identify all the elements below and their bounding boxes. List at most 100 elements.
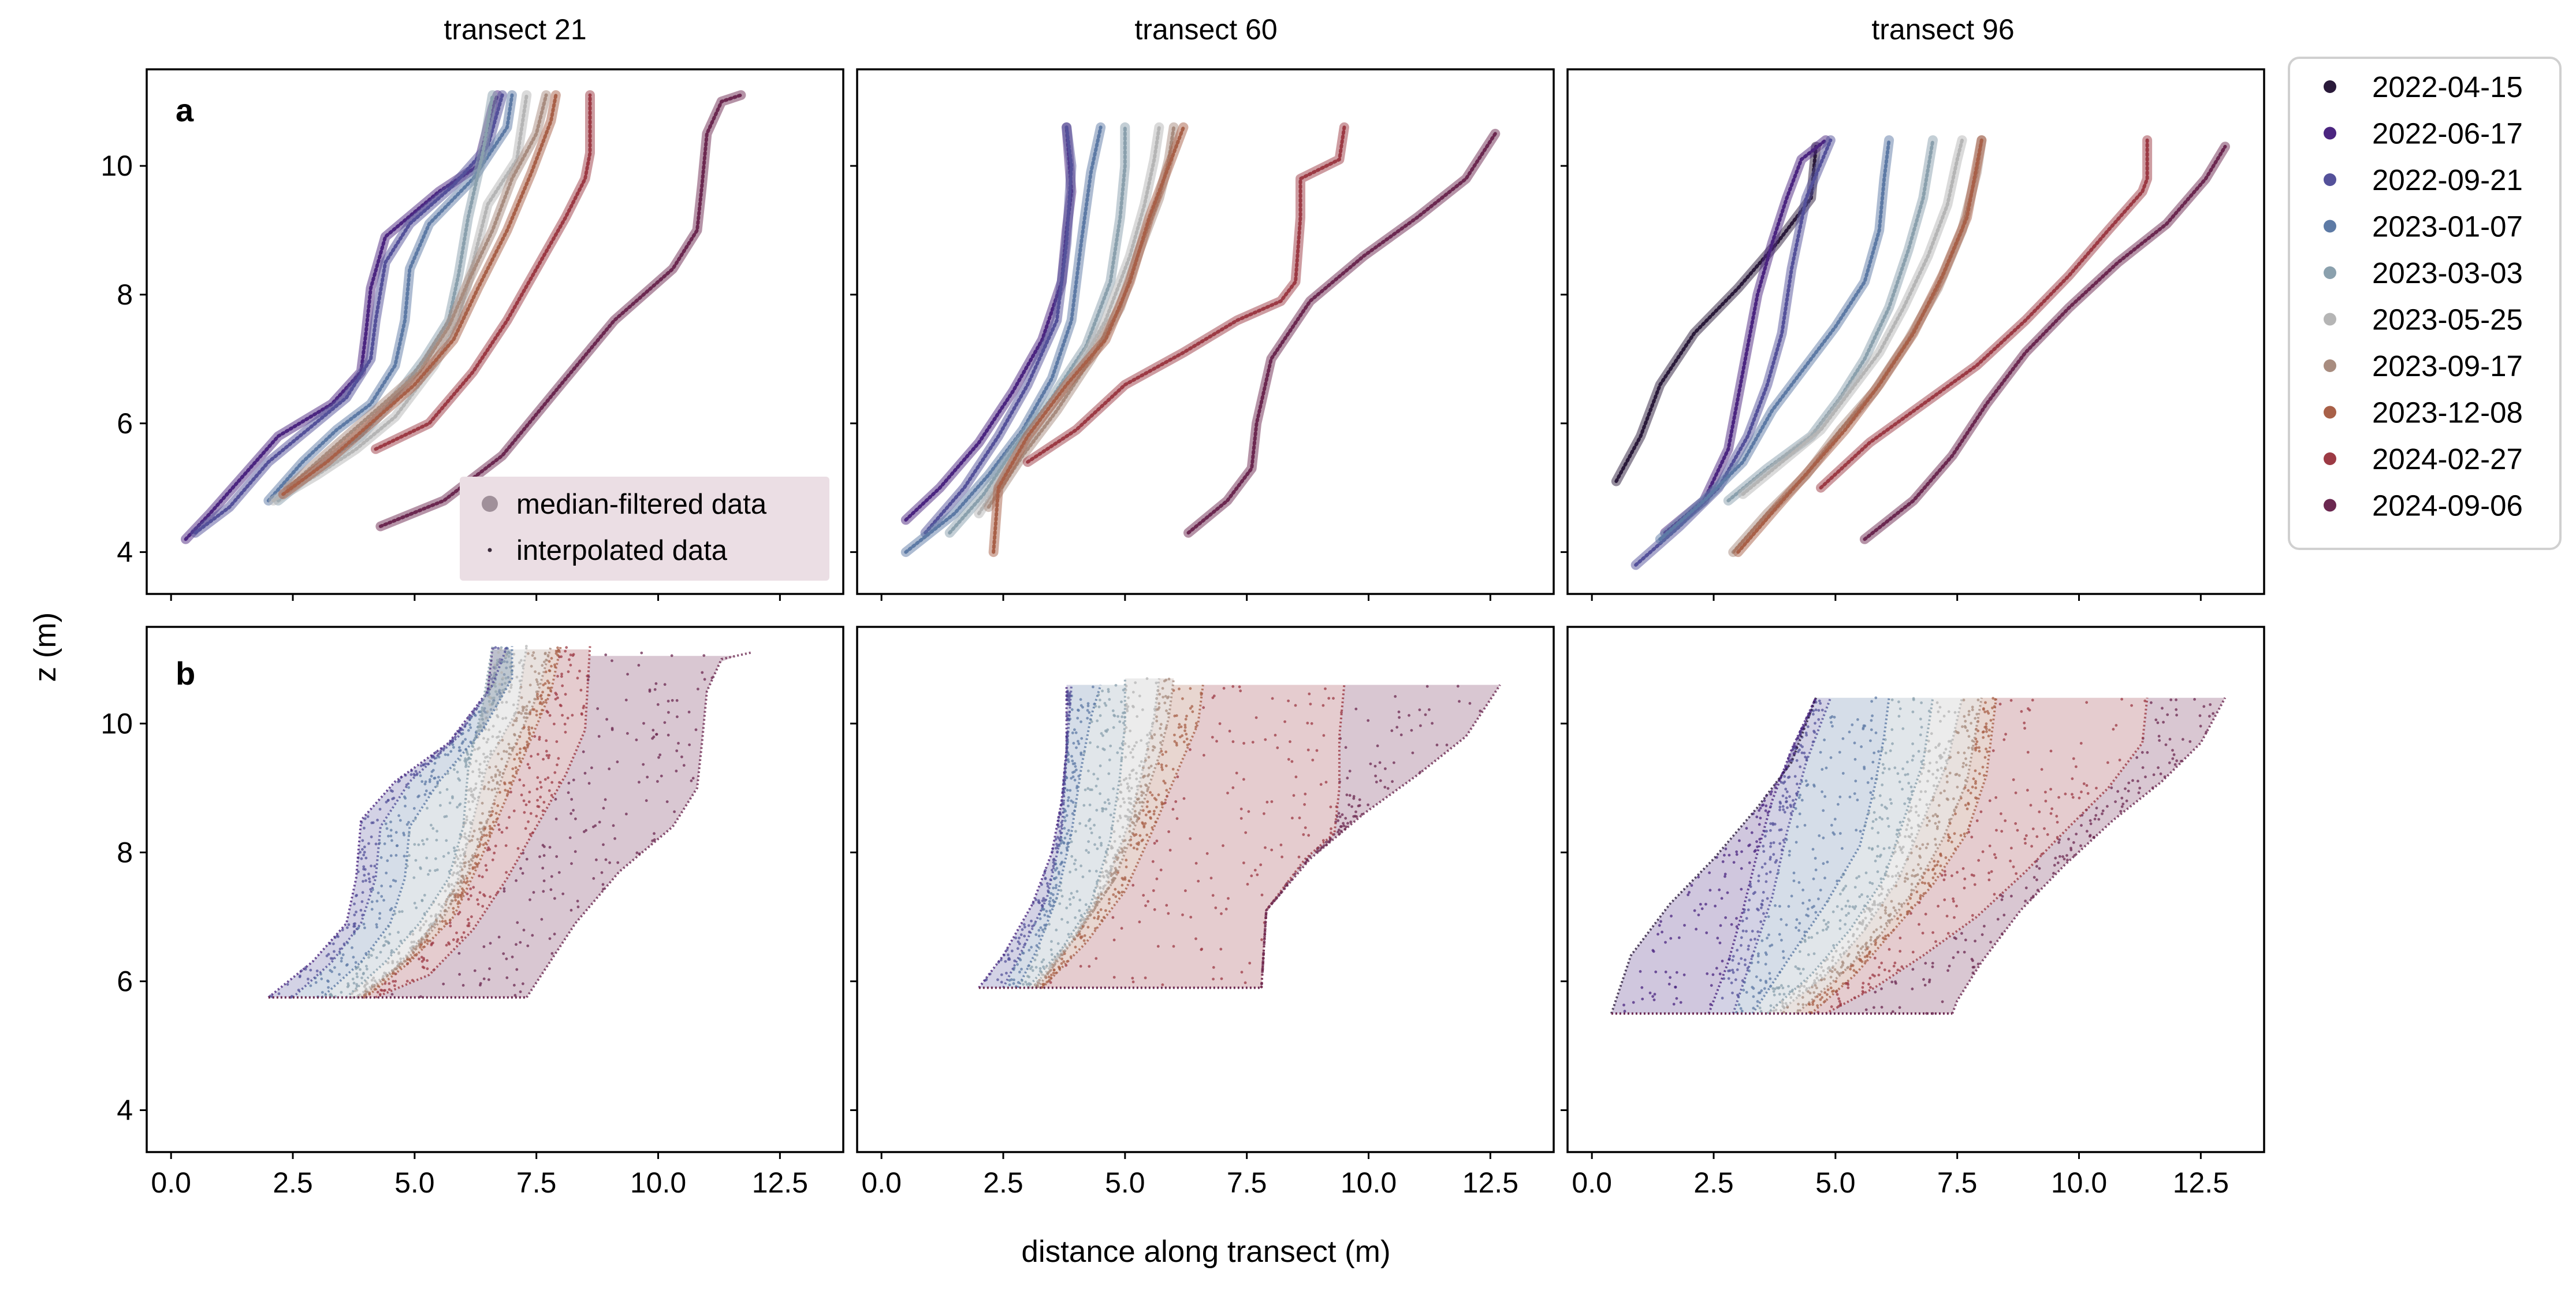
area-between-2023-09-17-and-2023-12-08: [1037, 685, 1203, 988]
profile-line-2022-06-17: [267, 646, 494, 998]
x-tick-label: 5.0: [1815, 1167, 1856, 1199]
panel-letter-b: b: [176, 655, 195, 692]
legend-label-2024-09-06: 2024-09-06: [2372, 489, 2523, 522]
panel-b-transect-21-marks: [267, 645, 751, 999]
x-tick-label: 2.5: [983, 1167, 1023, 1199]
panel-a-transect-60-marks: [900, 122, 1501, 558]
stipple-2024-02-27: [1816, 697, 2147, 1014]
stipple-2024-02-27: [1049, 685, 1343, 986]
y-tick-label: 8: [117, 278, 133, 311]
y-tick-label: 4: [117, 1094, 133, 1127]
area-between-2023-01-07-and-2023-03-03: [322, 649, 512, 998]
panel-b-transect-96: 0.0 2.5 5.0 7.5 10.0 12.5: [1561, 626, 2265, 1199]
legend-marker-2023-01-07: [2324, 220, 2336, 233]
profile-line-2023-03-03: [345, 646, 494, 998]
x-axis-title: distance along transect (m): [1021, 1235, 1390, 1269]
stipple-2023-01-07: [1735, 696, 1880, 1014]
interpolated-series-2024-02-27: [374, 93, 592, 451]
y-tick-label: 6: [117, 965, 133, 997]
x-tick-label: 12.5: [752, 1167, 808, 1199]
panel-letter-a: a: [176, 92, 194, 128]
legend-marker-2023-12-08: [2324, 406, 2336, 419]
x-tick-label: 7.5: [1227, 1167, 1267, 1199]
interpolated-marker: [487, 548, 492, 552]
plot-area: 4 6 8 10 4 6 8 10 0.0 2.5 5.0 7.5 10.0 12.5 0.0 2.5 5.0 7…: [100, 68, 2265, 1199]
interpolated-series-2023-01-07: [904, 125, 1103, 554]
area-between-2022-09-21-and-2023-01-07: [1733, 697, 1889, 1014]
legend-label-2022-09-21: 2022-09-21: [2372, 164, 2523, 196]
inset-legend: median-filtered data interpolated data: [460, 477, 829, 581]
legend-label-2023-09-17: 2023-09-17: [2372, 350, 2523, 382]
interpolated-series-2024-09-06: [1186, 132, 1497, 535]
legend-label-2022-04-15: 2022-04-15: [2372, 70, 2523, 103]
column-title-transect-60: transect 60: [1134, 13, 1277, 46]
panel-a-transect-60: [850, 68, 1555, 601]
area-between-2023-01-07-and-2023-03-03: [1752, 697, 1933, 1014]
area-between-2022-06-17-and-2022-09-21: [1708, 697, 1831, 1014]
interpolated-series-2024-02-27: [1819, 138, 2149, 490]
legend-label-2023-03-03: 2023-03-03: [2372, 257, 2523, 289]
interpolated-series-2024-09-06: [378, 93, 743, 528]
panel-a-transect-96-frame: [1566, 68, 2265, 595]
panel-b-transect-21: 4 6 8 10 0.0 2.5 5.0 7.5 10.0 12.5: [100, 626, 844, 1199]
area-between-2022-09-21-and-2023-01-07: [1003, 685, 1101, 988]
y-tick-label: 4: [117, 536, 133, 569]
panel-a-transect-21: 4 6 8 10: [100, 68, 844, 601]
panel-b-transect-21-frame: [146, 626, 844, 1153]
median-filtered-series-2024-02-27: [1816, 135, 2153, 493]
panel-a-transect-96: [1561, 68, 2265, 601]
stipple-2024-09-06: [1864, 698, 2215, 1015]
y-tick-label: 10: [100, 707, 133, 740]
interpolated-series-2023-01-07: [1658, 138, 1891, 541]
legend-marker-2023-05-25: [2324, 313, 2336, 326]
stipple-2023-09-17: [1782, 699, 1980, 1014]
profile-line-2022-09-21: [292, 645, 508, 998]
profile-line-2022-06-17: [978, 685, 1068, 989]
panel-b-transect-60-marks: [978, 677, 1501, 989]
legend-marker-2023-09-17: [2324, 359, 2336, 372]
profile-line-2024-09-06: [1951, 697, 2227, 1014]
x-tick-label: 7.5: [516, 1167, 557, 1199]
interpolated-series-2023-09-17: [286, 93, 548, 490]
interpolated-series-2022-09-21: [924, 125, 1074, 535]
legend-label-2024-02-27: 2024-02-27: [2372, 443, 2523, 476]
stipple-2023-03-03: [1758, 697, 1931, 1013]
legend-marker-2022-06-17: [2324, 127, 2336, 140]
area-between-2023-05-25-and-2023-09-17: [1777, 697, 1982, 1014]
profile-line-2023-01-07: [321, 646, 513, 998]
median-filtered-marker: [482, 496, 498, 512]
column-title-transect-96: transect 96: [1871, 13, 2014, 46]
legend-label-2023-12-08: 2023-12-08: [2372, 396, 2523, 429]
area-between-2023-12-08-and-2024-02-27: [1042, 685, 1345, 988]
interpolated-series-2022-06-17: [1663, 138, 1827, 535]
interpolated-series-2023-12-08: [1736, 138, 1983, 554]
x-tick-label: 12.5: [1462, 1167, 1518, 1199]
area-between-2022-04-15-and-2022-06-17: [1611, 697, 1816, 1014]
legend-marker-2024-09-06: [2324, 499, 2336, 512]
profile-line-2022-04-15: [1610, 697, 1817, 1014]
area-between-2023-03-03-and-2023-05-25: [1028, 678, 1159, 988]
median-filtered-series-2024-09-06: [375, 90, 746, 532]
y-tick-label: 10: [100, 150, 133, 182]
area-between-2023-03-03-and-2023-05-25: [1767, 697, 1963, 1014]
profile-line-2023-05-25: [1776, 697, 1964, 1015]
panel-a-transect-21-frame: [146, 68, 844, 595]
legend-marker-2024-02-27: [2324, 452, 2336, 465]
legend-label-2023-01-07: 2023-01-07: [2372, 210, 2523, 243]
x-tick-label: 2.5: [1693, 1167, 1734, 1199]
area-between-2023-01-07-and-2023-03-03: [1018, 685, 1125, 988]
y-axis-title: z (m): [28, 612, 62, 682]
profile-line-2023-09-17: [1796, 697, 1983, 1015]
legend-marker-2023-03-03: [2324, 266, 2336, 279]
stipple-2024-09-06: [390, 651, 714, 998]
panel-b-transect-96-frame: [1566, 626, 2265, 1153]
profile-line-2023-09-17: [360, 645, 552, 998]
stipple-2024-02-27: [376, 646, 589, 996]
panel-b-transect-96-marks: [1610, 696, 2227, 1015]
x-tick-label: 0.0: [861, 1167, 902, 1199]
profile-line-2022-09-21: [1002, 685, 1073, 989]
interpolated-series-2022-09-21: [193, 93, 504, 535]
x-tick-label: 10.0: [1341, 1167, 1397, 1199]
interpolated-series-2022-06-17: [904, 125, 1074, 522]
